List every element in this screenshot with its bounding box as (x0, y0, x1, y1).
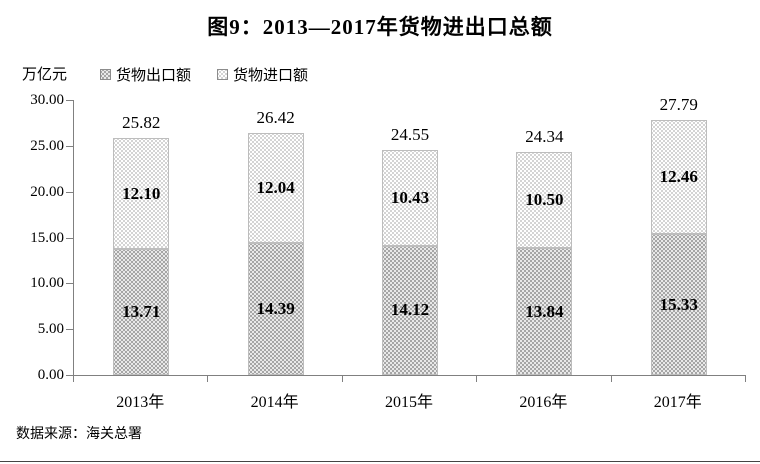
import-value-label: 12.04 (256, 177, 295, 197)
bar-segment-export: 13.71 (113, 249, 170, 375)
total-value-label: 24.34 (525, 126, 564, 146)
y-axis-tick-mark (66, 191, 73, 193)
bar-segment-import: 10.43 (382, 149, 438, 246)
total-value-label: 24.55 (390, 124, 430, 144)
x-axis-tick-mark (73, 376, 74, 382)
total-value-label: 26.42 (256, 107, 295, 127)
bottom-divider (0, 461, 760, 462)
x-axis-category-label: 2016年 (519, 394, 568, 411)
legend-label-import: 货物进口额 (233, 67, 309, 84)
x-axis-category-label: 2015年 (384, 394, 433, 411)
bar-segment-export: 15.33 (650, 234, 707, 375)
x-axis-category-label: 2014年 (250, 394, 299, 411)
bar-segment-export: 14.39 (247, 243, 304, 375)
export-value-label: 13.71 (122, 302, 161, 322)
import-value-label: 12.10 (122, 183, 161, 203)
x-axis-tick-mark (207, 376, 209, 382)
export-value-label: 14.39 (256, 299, 295, 319)
legend-item-import: 货物进口额 (217, 64, 308, 85)
import-swatch-icon (217, 69, 229, 80)
source-note: 数据来源：海关总署 (16, 425, 142, 441)
bar-2017年: 12.46 15.33 27.79 (650, 95, 707, 375)
bar-segment-import: 12.10 (113, 138, 170, 250)
y-axis-tick-label: 0.00 (37, 367, 64, 383)
x-axis-category-label: 2017年 (653, 394, 702, 411)
bar-2014年: 12.04 14.39 26.42 (247, 108, 304, 375)
y-axis-tick-mark (66, 237, 73, 239)
y-axis-tick-mark (66, 283, 73, 285)
x-axis-tick-mark (341, 376, 343, 382)
export-value-label: 14.12 (390, 300, 430, 320)
y-axis-unit-label: 万亿元 (22, 66, 68, 83)
y-axis-tick-label: 25.00 (30, 137, 64, 154)
legend-item-export: 货物出口额 (100, 64, 191, 85)
bar-2015年: 10.43 14.12 24.55 (382, 125, 438, 375)
y-axis-tick-mark (66, 375, 73, 376)
import-value-label: 10.50 (525, 190, 564, 210)
bar-segment-import: 10.50 (516, 151, 573, 249)
x-axis-category-label: 2013年 (116, 394, 165, 411)
bar-segment-import: 12.04 (247, 132, 304, 244)
y-axis-tick-mark (66, 329, 73, 331)
total-value-label: 25.82 (122, 113, 161, 133)
y-axis-tick-mark (66, 100, 73, 101)
y-axis-tick-label: 20.00 (30, 183, 64, 200)
bar-segment-import: 12.46 (650, 120, 707, 235)
x-axis-tick-mark (476, 376, 478, 382)
export-swatch-icon (100, 69, 111, 80)
bar-segment-export: 13.84 (516, 248, 573, 375)
bar-segment-export: 14.12 (382, 245, 438, 375)
y-axis-tick-label: 5.00 (37, 321, 64, 338)
legend-label-export: 货物出口额 (116, 67, 192, 84)
total-value-label: 27.79 (659, 95, 698, 115)
legend: 货物出口额 货物进口额 (100, 64, 308, 85)
chart-title: 图9：2013—2017年货物进出口总额 (207, 15, 553, 39)
y-axis-tick-label: 15.00 (30, 229, 64, 246)
x-axis-tick-mark (745, 376, 746, 382)
x-axis-tick-mark (610, 376, 612, 382)
bar-2013年: 12.10 13.71 25.82 (113, 113, 170, 375)
y-axis-tick-mark (66, 145, 73, 147)
export-value-label: 15.33 (659, 294, 698, 314)
plot-area: 12.10 13.71 25.82 12.04 14.39 26.42 10.43 14.12… (73, 95, 746, 376)
import-value-label: 10.43 (390, 187, 430, 207)
bar-2016年: 10.50 13.84 24.34 (516, 127, 573, 375)
import-value-label: 12.46 (659, 167, 698, 187)
y-axis-tick-label: 30.00 (30, 92, 64, 108)
y-axis-tick-label: 10.00 (30, 275, 64, 292)
export-value-label: 13.84 (525, 301, 564, 321)
